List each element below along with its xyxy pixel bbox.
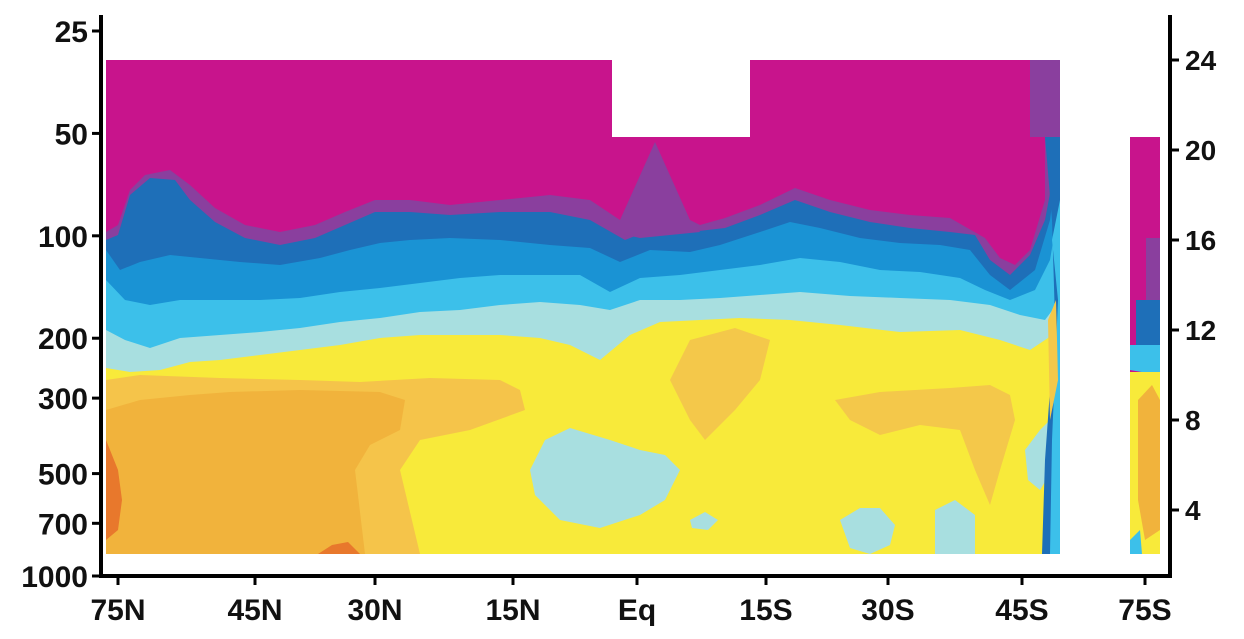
contour-field: [106, 60, 1160, 554]
left-tick-label: 500: [38, 459, 88, 492]
contour-orange-region-eq: [670, 328, 770, 440]
strip-75s-darkblue: [1136, 300, 1160, 350]
contour-orange-region-deep: [106, 390, 405, 554]
right-tick-label: 8: [1185, 405, 1201, 436]
left-axis-ticks: 25 50 100 200 300 500 700 1000: [21, 16, 101, 594]
contour-teal-patch-3: [840, 508, 895, 554]
contour-strip-75s: [1130, 137, 1160, 554]
right-tick-label: 20: [1185, 135, 1216, 166]
left-tick-label: 1000: [21, 561, 88, 594]
left-tick-label: 700: [38, 508, 88, 541]
contour-orange-region-30s: [835, 385, 1015, 505]
contour-teal-patch-4: [935, 500, 975, 554]
bottom-tick-label: 45N: [227, 594, 282, 627]
contour-teal-patch-1: [530, 428, 680, 528]
strip-75s-orange: [1138, 385, 1160, 540]
right-tick-label: 12: [1185, 315, 1216, 346]
bottom-tick-label: 15S: [739, 594, 792, 627]
left-tick-label: 100: [38, 221, 88, 254]
contour-darkorange-spot-1: [106, 440, 122, 540]
bottom-tick-label: 45S: [995, 594, 1048, 627]
right-tick-label: 4: [1185, 495, 1201, 526]
left-tick-label: 50: [55, 118, 88, 151]
contour-white-notch: [612, 60, 750, 137]
contour-teal-patch-2: [690, 512, 718, 530]
contour-strip-45s-yellow: [1048, 300, 1058, 420]
bottom-tick-label: 75N: [90, 594, 145, 627]
left-tick-label: 25: [55, 16, 88, 49]
right-tick-label: 24: [1185, 45, 1217, 76]
right-axis-ticks: 24 20 16 12 8 4: [1170, 45, 1217, 526]
strip-75s-teal: [1130, 530, 1142, 554]
right-tick-label: 16: [1185, 225, 1216, 256]
bottom-tick-label: 30S: [861, 594, 914, 627]
left-tick-label: 300: [38, 383, 88, 416]
bottom-tick-label: 15N: [485, 594, 540, 627]
bottom-tick-label: 30N: [347, 594, 402, 627]
bottom-axis-ticks: 75N 45N 30N 15N Eq 15S 30S 45S 75S: [90, 576, 1172, 627]
bottom-tick-label: 75S: [1118, 594, 1171, 627]
contour-darkorange-spot-2: [318, 542, 360, 554]
left-tick-label: 200: [38, 323, 88, 356]
strip-75s-lightblue: [1130, 345, 1160, 375]
contour-band-magenta: [106, 60, 1045, 265]
bottom-tick-label: Eq: [618, 594, 656, 627]
